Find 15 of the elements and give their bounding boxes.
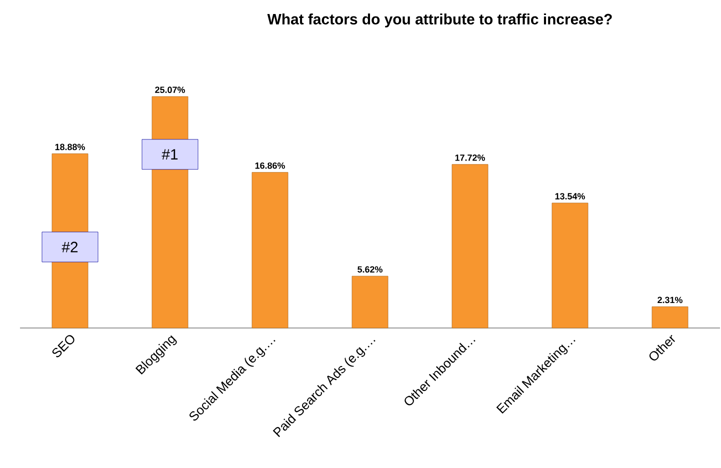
- chart-title: What factors do you attribute to traffic increase?: [267, 14, 612, 28]
- data-label: 13.54%: [555, 193, 585, 200]
- annotation: #2: [62, 242, 78, 252]
- data-label: 18.88%: [55, 144, 85, 150]
- data-label: 25.07%: [155, 86, 185, 93]
- data-label: 17.72%: [455, 154, 485, 161]
- bar: [552, 202, 588, 328]
- bar: [452, 164, 488, 328]
- bar: [252, 172, 288, 328]
- bar: [652, 306, 688, 328]
- data-label: 16.86%: [255, 162, 285, 169]
- data-label: 2.31%: [658, 296, 682, 304]
- annotation: #1: [162, 149, 178, 160]
- data-label: 5.62%: [358, 266, 382, 273]
- bar: [352, 276, 388, 328]
